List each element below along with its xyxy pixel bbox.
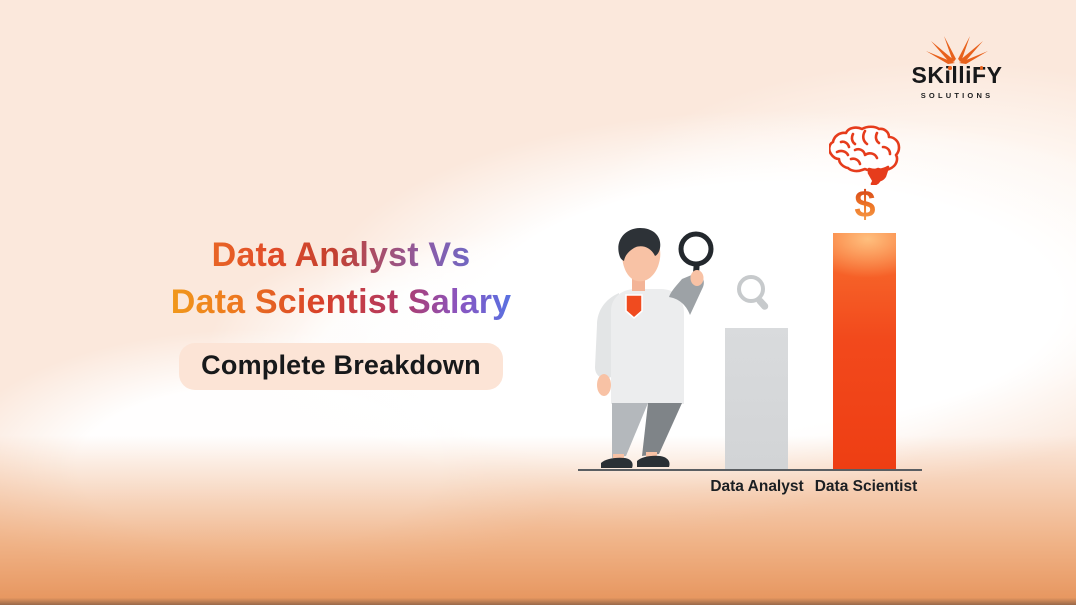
person-pocket <box>625 294 643 319</box>
title-line-2: Data Scientist Salary <box>145 279 537 326</box>
person-right-leg <box>642 403 682 456</box>
person-right-hand <box>690 270 704 286</box>
brand-name-text: SKilliFY <box>911 62 1003 88</box>
brand-logo: SKilliFY SOLUTIONS <box>882 36 1032 100</box>
bar-data-analyst <box>725 328 788 470</box>
person-shoe <box>637 455 670 467</box>
person-shoe <box>601 457 633 468</box>
subtitle-badge: Complete Breakdown <box>179 343 503 390</box>
search-icon <box>737 275 769 310</box>
title-line-1: Data Analyst Vs <box>145 232 537 279</box>
logo-i-dot <box>948 66 952 70</box>
dollar-icon: $ <box>845 186 885 224</box>
person-illustration <box>595 228 714 468</box>
logo-i-dot <box>979 66 984 70</box>
person-torso <box>611 289 684 404</box>
brand-name: SKilliFY <box>912 64 1003 87</box>
bar-label-data-analyst: Data Analyst <box>710 478 804 495</box>
brand-subtitle: SOLUTIONS <box>920 91 994 100</box>
person-left-leg <box>612 403 648 458</box>
open-book-icon <box>926 36 988 64</box>
magnifier-icon <box>678 231 714 267</box>
bar-label-data-scientist: Data Scientist <box>814 478 918 495</box>
person-hair <box>618 228 661 261</box>
brain-icon <box>829 125 901 185</box>
headline-block: Data Analyst Vs Data Scientist Salary Co… <box>145 232 537 390</box>
person-left-hand <box>597 374 611 396</box>
bar-data-scientist <box>833 233 896 470</box>
chart-baseline <box>578 469 922 471</box>
